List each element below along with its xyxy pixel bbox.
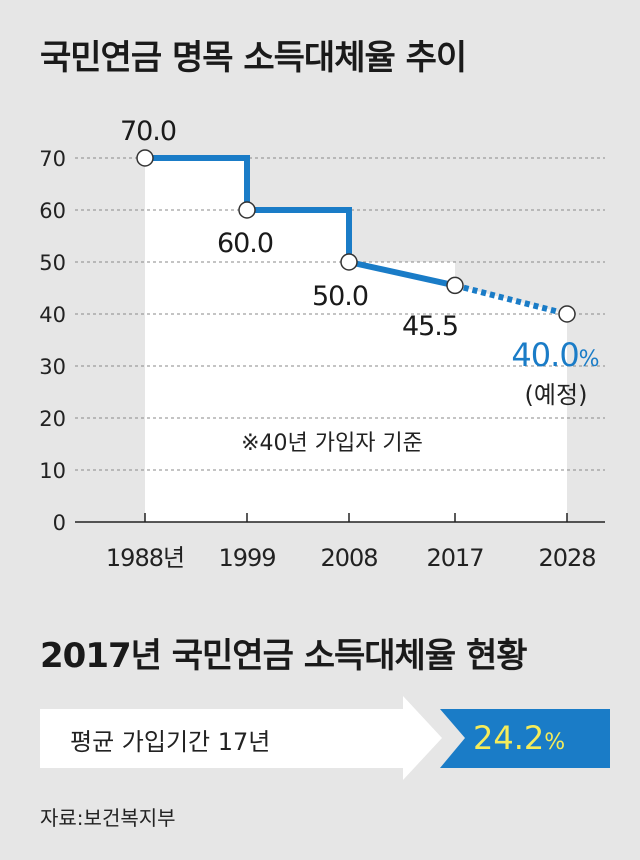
summary-value-unit: % <box>544 730 566 755</box>
summary-value-number: 24.2 <box>473 719 545 757</box>
data-point <box>558 305 576 323</box>
projected-value: 40.0 <box>511 336 578 374</box>
y-tick-label: 30 <box>39 355 66 379</box>
y-tick-label: 40 <box>39 303 66 327</box>
summary-value: 24.2% <box>473 719 565 757</box>
x-tick-label: 2028 <box>538 544 595 572</box>
step-line-chart: 0 10 20 30 40 50 60 70 1988년 1999 2008 2017 2028 70.0… <box>39 116 605 572</box>
x-tick-label: 1999 <box>218 544 275 572</box>
plot-area <box>145 158 567 522</box>
summary-label-box <box>40 696 442 780</box>
data-point <box>238 201 256 219</box>
y-tick-label: 60 <box>39 199 66 223</box>
summary-label: 평균 가입기간 17년 <box>70 728 271 756</box>
projected-unit: % <box>579 347 599 372</box>
data-label: 60.0 <box>217 228 273 259</box>
series-line <box>145 155 456 289</box>
data-point <box>446 276 464 295</box>
x-tick-label: 1988년 <box>106 544 184 572</box>
y-tick-label: 50 <box>39 251 66 275</box>
y-tick-label: 0 <box>53 511 66 535</box>
data-label: 70.0 <box>120 116 176 147</box>
data-point <box>340 253 358 271</box>
summary-title: 2017년 국민연금 소득대체율 현황 <box>40 636 527 676</box>
projected-data-label: 40.0% <box>511 336 598 374</box>
x-tick-label: 2017 <box>426 544 483 572</box>
summary-value-background <box>440 709 610 768</box>
source-note: 자료:보건복지부 <box>40 806 176 830</box>
data-label: 45.5 <box>402 311 458 342</box>
y-tick-label: 70 <box>39 147 66 171</box>
projected-line <box>454 282 568 317</box>
x-tick-label: 2008 <box>320 544 377 572</box>
projected-note: (예정) <box>525 381 588 409</box>
chart-title: 국민연금 명목 소득대체율 추이 <box>40 38 467 78</box>
chart-annotation: ※40년 가입자 기준 <box>241 431 423 456</box>
y-tick-label: 20 <box>39 407 66 431</box>
data-point <box>136 149 154 167</box>
y-tick-label: 10 <box>39 459 66 483</box>
data-label: 50.0 <box>312 281 368 312</box>
